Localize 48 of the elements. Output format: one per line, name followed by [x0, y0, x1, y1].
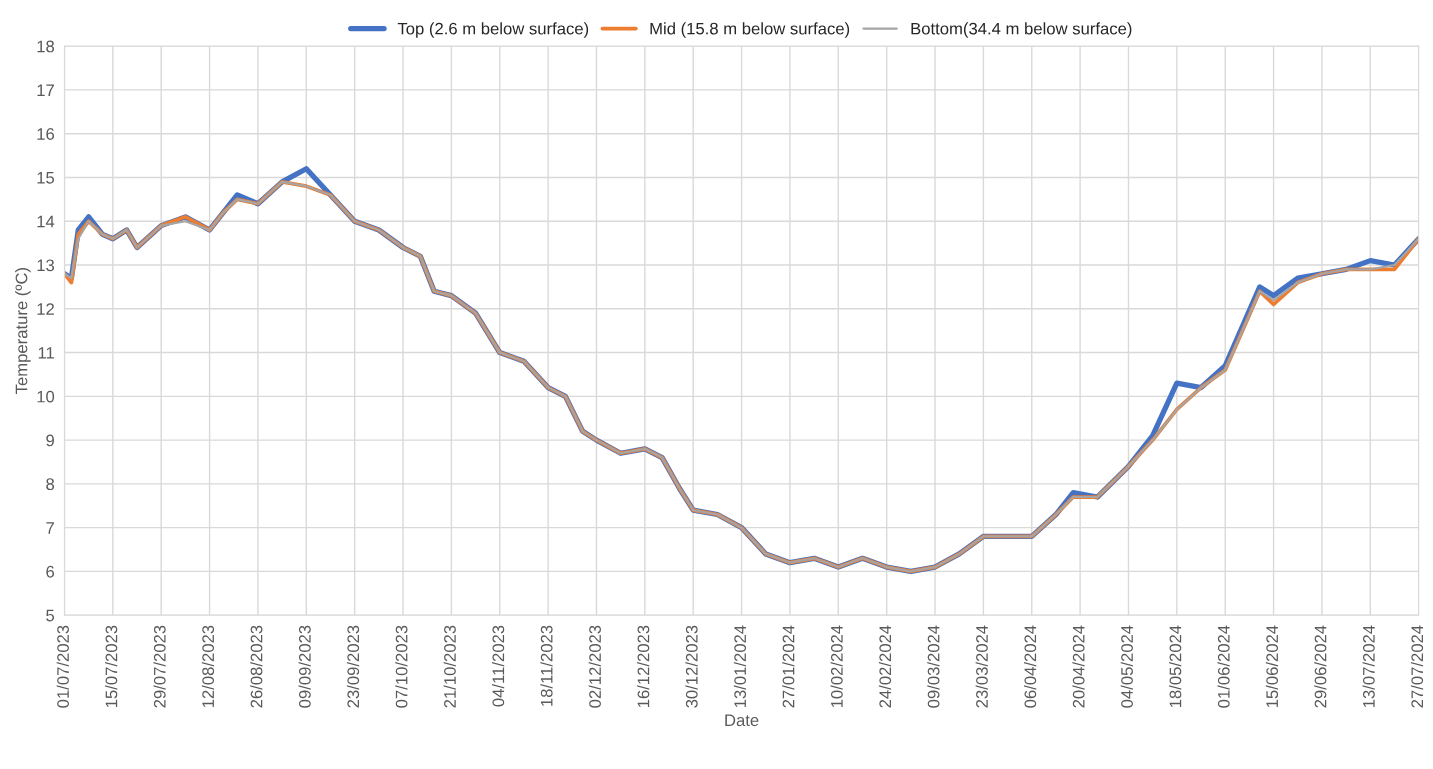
x-tick-label: 27/07/2024 — [1410, 625, 1424, 708]
x-axis-title: Date — [725, 714, 759, 727]
x-tick-label: 06/04/2024 — [1023, 625, 1037, 708]
x-tick-label: 01/07/2023 — [56, 625, 69, 708]
x-tick-label: 23/03/2024 — [975, 625, 988, 708]
y-tick-label: 12 — [37, 303, 54, 315]
x-tick-label: 18/11/2023 — [540, 625, 553, 706]
y-tick-label: 5 — [46, 609, 55, 622]
x-tick-label: 23/09/2023 — [346, 625, 360, 708]
y-tick-label: 8 — [46, 478, 55, 491]
x-tick-label: 15/07/2023 — [105, 625, 118, 708]
x-tick-label: 24/02/2024 — [878, 625, 892, 708]
x-tick-label: 04/11/2023 — [491, 625, 505, 707]
y-tick-label: 7 — [46, 522, 54, 534]
x-tick-label: 21/10/2023 — [443, 625, 456, 708]
x-tick-label: 04/05/2024 — [1120, 625, 1133, 708]
x-tick-label: 18/05/2024 — [1169, 625, 1182, 708]
x-tick-label: 10/02/2024 — [830, 625, 843, 708]
x-tick-label: 07/10/2023 — [395, 625, 408, 708]
x-tick-label: 02/12/2023 — [588, 625, 601, 708]
y-tick-label: 16 — [37, 128, 55, 140]
x-tick-label: 09/09/2023 — [298, 625, 311, 708]
x-tick-label: 29/07/2023 — [153, 625, 166, 708]
x-tick-label: 13/01/2024 — [733, 625, 747, 708]
y-tick-label: 6 — [46, 565, 55, 578]
y-tick-label: 18 — [37, 40, 55, 53]
y-tick-label: 17 — [37, 84, 54, 96]
x-tick-label: 12/08/2023 — [201, 625, 215, 708]
y-tick-label: 9 — [46, 434, 54, 447]
y-tick-label: 14 — [37, 215, 55, 228]
x-tick-label: 15/06/2024 — [1265, 625, 1279, 708]
y-tick-label: 11 — [38, 347, 54, 359]
x-tick-label: 29/06/2024 — [1314, 625, 1327, 708]
x-tick-label: 09/03/2024 — [927, 625, 940, 708]
x-tick-label: 13/07/2024 — [1362, 625, 1375, 708]
x-tick-label: 27/01/2024 — [782, 625, 795, 708]
x-tick-label: 01/06/2024 — [1217, 625, 1230, 708]
y-tick-label: 13 — [37, 259, 55, 272]
y-axis-title: Temperature (ºC) — [15, 267, 31, 394]
x-tick-label: 26/08/2023 — [250, 625, 263, 708]
legend-label: Bottom(34.4 m below surface) — [911, 22, 1132, 38]
legend-label: Mid (15.8 m below surface) — [650, 22, 850, 38]
y-tick-label: 10 — [37, 390, 55, 403]
y-tick-label: 15 — [37, 172, 55, 184]
x-tick-label: 16/12/2023 — [637, 625, 650, 708]
legend-label: Top (2.6 m below surface) — [397, 22, 589, 38]
x-tick-label: 30/12/2023 — [685, 625, 698, 708]
x-tick-label: 20/04/2024 — [1072, 625, 1085, 708]
